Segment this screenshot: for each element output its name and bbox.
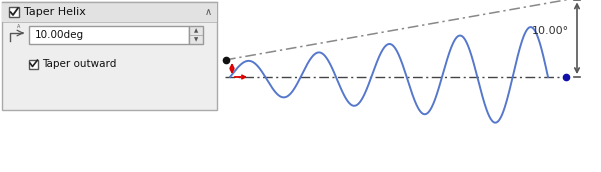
- Text: A: A: [17, 24, 20, 29]
- Bar: [2, 2, 217, 22]
- Bar: [29, 60, 38, 68]
- Text: ▲: ▲: [194, 28, 198, 33]
- Text: Taper outward: Taper outward: [42, 59, 117, 69]
- Bar: [2, 2, 217, 110]
- Text: 10.00°: 10.00°: [532, 26, 569, 36]
- Text: Taper Helix: Taper Helix: [24, 7, 86, 17]
- Bar: [9, 7, 19, 17]
- Text: 10.00deg: 10.00deg: [35, 30, 84, 40]
- Text: ▼: ▼: [194, 37, 198, 42]
- Bar: [189, 26, 203, 44]
- Text: ∧: ∧: [204, 7, 212, 17]
- Bar: [29, 26, 189, 44]
